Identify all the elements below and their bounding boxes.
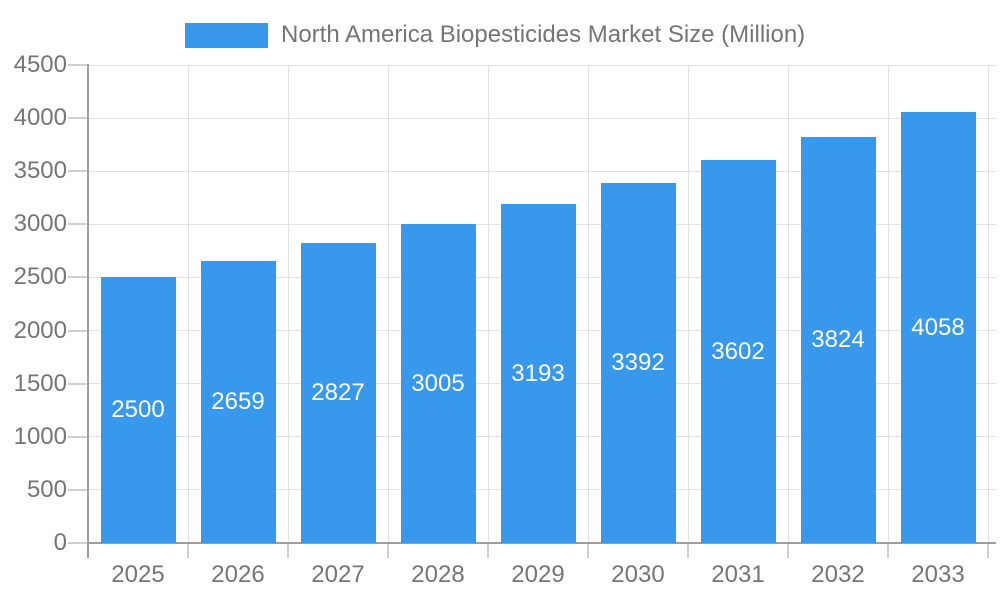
bar-2026[interactable]: 2659 — [200, 261, 276, 543]
gridline-vertical — [888, 65, 889, 543]
gridline-vertical — [288, 65, 289, 543]
gridline-horizontal — [88, 117, 996, 119]
x-tick-label: 2025 — [111, 561, 165, 588]
x-tick-label: 2029 — [511, 561, 565, 588]
bar-value-label: 4058 — [911, 313, 965, 341]
y-tick-label: 4500 — [13, 51, 67, 78]
bar-2029[interactable]: 3193 — [500, 204, 576, 543]
y-tick-label: 1000 — [13, 422, 67, 450]
bar-2030[interactable]: 3392 — [600, 183, 676, 543]
x-tick-mark — [587, 543, 589, 558]
gridline-vertical — [488, 65, 489, 543]
x-tick-label: 2027 — [311, 561, 365, 588]
x-tick-mark — [187, 543, 189, 558]
y-tick-label: 1500 — [13, 369, 67, 397]
bar-value-label: 3392 — [611, 349, 665, 376]
x-tick-mark — [887, 543, 889, 558]
x-tick-label: 2031 — [711, 561, 765, 588]
bar-2032[interactable]: 3824 — [800, 137, 876, 543]
bar-2028[interactable]: 3005 — [400, 224, 476, 543]
gridline-vertical — [788, 65, 789, 543]
x-tick-label: 2026 — [211, 561, 265, 588]
y-tick-label: 500 — [26, 475, 67, 503]
y-tick-mark — [68, 223, 88, 226]
x-tick-mark — [787, 543, 789, 558]
bar-value-label: 3602 — [711, 337, 765, 365]
legend-label: North America Biopesticides Market Size … — [281, 21, 806, 48]
y-tick-mark — [68, 382, 88, 385]
x-tick-label: 2032 — [811, 561, 865, 588]
x-tick-mark — [487, 543, 489, 558]
y-tick-mark — [68, 435, 88, 438]
y-tick-mark — [68, 329, 88, 332]
y-tick-label: 2500 — [13, 263, 67, 291]
x-tick-label: 2030 — [611, 561, 665, 588]
bar-value-label: 2500 — [111, 396, 165, 423]
x-tick-mark — [387, 543, 389, 558]
x-tick-mark — [987, 543, 989, 558]
bar-value-label: 3193 — [511, 359, 565, 387]
x-tick-label: 2028 — [411, 561, 465, 588]
bar-2025[interactable]: 2500 — [100, 277, 176, 543]
legend-swatch — [185, 22, 268, 48]
bar-value-label: 2827 — [311, 379, 365, 406]
y-tick-mark — [68, 117, 88, 120]
y-tick-label: 4000 — [13, 104, 67, 132]
bar-2031[interactable]: 3602 — [700, 160, 776, 543]
y-tick-mark — [68, 488, 88, 491]
x-tick-label: 2033 — [911, 561, 965, 588]
y-tick-mark — [68, 542, 88, 544]
legend-item[interactable]: North America Biopesticides Market Size … — [185, 21, 805, 49]
y-axis-line — [87, 64, 89, 558]
y-tick-label: 0 — [53, 529, 67, 556]
gridline-vertical — [688, 65, 689, 543]
x-tick-mark — [287, 543, 289, 558]
gridline-vertical — [588, 65, 589, 543]
x-axis-line — [88, 542, 996, 544]
bar-2027[interactable]: 2827 — [300, 243, 376, 543]
y-tick-mark — [68, 170, 88, 173]
y-tick-label: 3000 — [13, 210, 67, 238]
bar-value-label: 3824 — [811, 326, 865, 353]
y-tick-mark — [68, 64, 88, 66]
gridline-horizontal — [88, 170, 996, 172]
bar-value-label: 3005 — [411, 369, 465, 397]
y-tick-label: 3500 — [13, 157, 67, 185]
gridline-horizontal — [88, 64, 996, 66]
gridline-vertical — [988, 65, 989, 543]
y-tick-label: 2000 — [13, 316, 67, 344]
y-tick-mark — [68, 276, 88, 279]
gridline-vertical — [388, 65, 389, 543]
bar-2033[interactable]: 4058 — [900, 112, 976, 543]
gridline-vertical — [188, 65, 189, 543]
bar-value-label: 2659 — [211, 388, 265, 415]
x-tick-mark — [687, 543, 689, 558]
